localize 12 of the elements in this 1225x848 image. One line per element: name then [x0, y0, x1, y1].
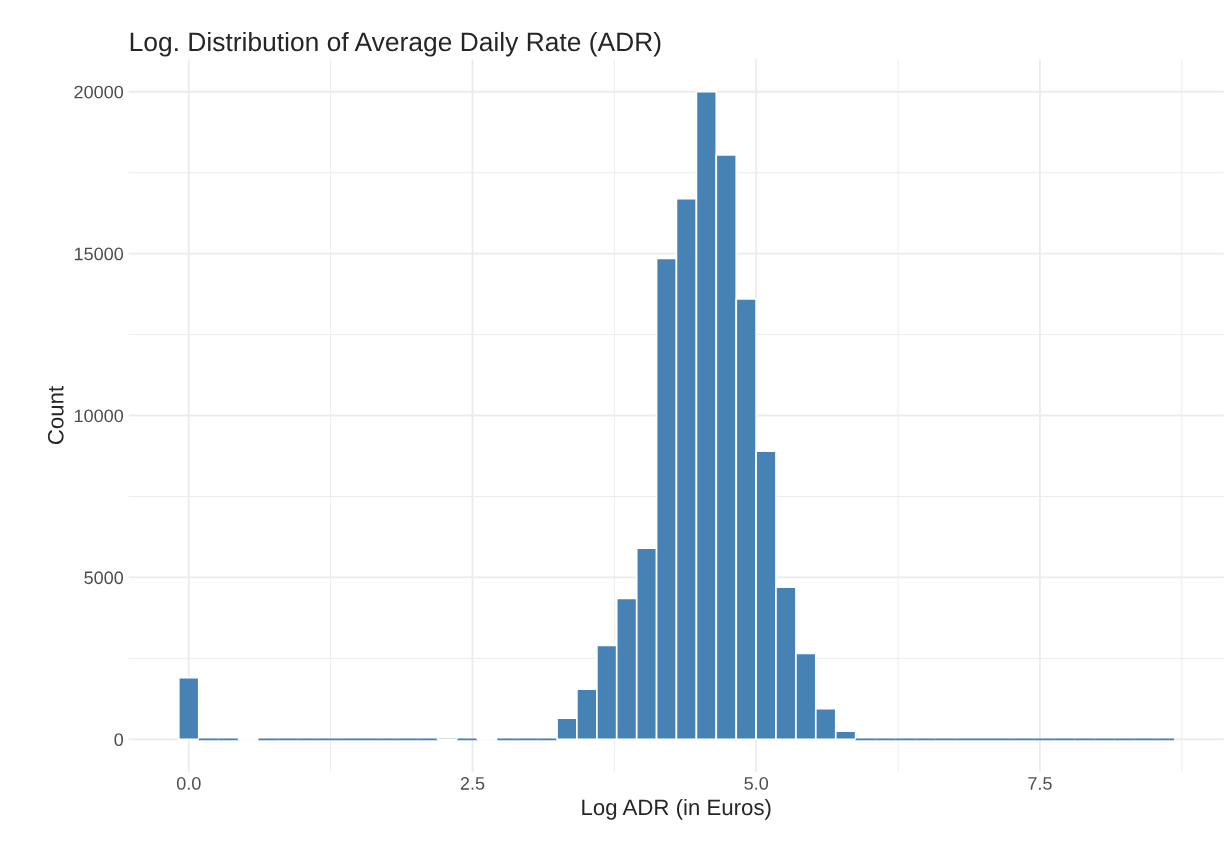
x-tick-label: 7.5: [1028, 777, 1052, 790]
y-tick-label: 0: [114, 733, 124, 747]
chart-title: Log. Distribution of Average Daily Rate (ADR): [130, 31, 661, 57]
x-tick-label: 0.0: [176, 777, 201, 790]
x-tick-label: 5.0: [744, 777, 769, 790]
x-tick-label: 2.5: [460, 777, 485, 790]
x-axis-title: Log ADR (in Euros): [582, 798, 771, 820]
y-tick-label: 20000: [74, 85, 124, 99]
y-tick-label: 15000: [74, 247, 124, 261]
y-tick-label: 10000: [74, 409, 124, 423]
y-axis-title: Count: [47, 386, 64, 445]
y-tick-label: 5000: [84, 571, 124, 585]
